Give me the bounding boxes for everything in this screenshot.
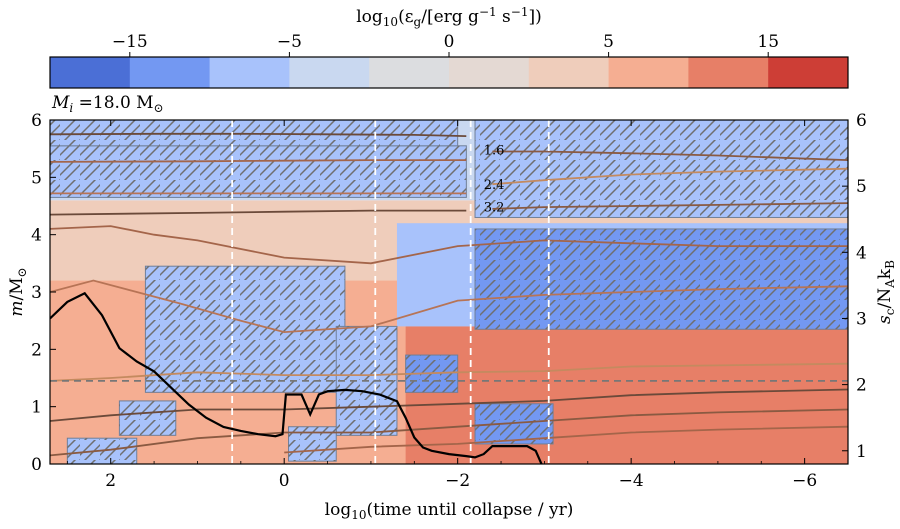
mass-contour-line [492, 150, 848, 161]
left-y-axis-label: m/M⊙ [7, 267, 29, 316]
y-right-tick-label: 5 [856, 177, 867, 197]
convective-hatch [145, 266, 345, 393]
x-tick-label: 0 [279, 471, 290, 491]
colorbar-bin [688, 57, 769, 88]
colorbar-ticks: −15 −5 0 5 15 [112, 32, 779, 57]
x-tick-label: −2 [445, 471, 470, 491]
plot-area: 1.6 2.4 3.2 [50, 120, 848, 464]
convective-hatch [475, 120, 848, 218]
mass-contour-line [50, 209, 467, 216]
colorbar-tick-label: 0 [444, 32, 455, 52]
colorbar-tick-label: 15 [757, 32, 779, 52]
convective-hatch [50, 120, 458, 146]
colorbar: −15 −5 0 5 15 log10(εg/[erg g−1 s−1]) [49, 5, 849, 89]
colorbar-tick-label: 5 [603, 32, 614, 52]
left-y-axis-ticks: 0 1 2 3 4 5 6 [31, 111, 56, 475]
initial-mass-label: Mi =18.0 M⊙ [51, 93, 164, 115]
reference-markers [50, 120, 848, 464]
colorbar-bin [129, 57, 211, 88]
mass-contour-line [284, 425, 848, 454]
y-right-tick-label: 4 [856, 243, 867, 263]
right-y-axis-ticks: 1 2 3 4 5 6 [842, 111, 867, 462]
convective-regions [50, 120, 848, 464]
colorbar-bin [369, 57, 450, 88]
colorbar-bin [768, 57, 849, 88]
colorbar-bin [289, 57, 370, 88]
y-left-tick-label: 2 [31, 340, 42, 360]
y-left-tick-label: 4 [31, 226, 42, 246]
mass-contour-line [50, 362, 848, 382]
y-right-tick-label: 1 [856, 442, 867, 462]
colorbar-tick-label: −5 [277, 32, 302, 52]
x-axis-ticks: 2 0 −2 −4 −6 [66, 120, 849, 491]
y-left-tick-label: 1 [31, 398, 42, 418]
y-left-tick-label: 0 [31, 455, 42, 475]
mass-contour-line [492, 167, 848, 186]
y-left-tick-label: 5 [31, 168, 42, 188]
colorbar-label: log10(εg/[erg g−1 s−1]) [356, 5, 542, 29]
contour-label: 2.4 [484, 178, 505, 193]
x-tick-label: −6 [792, 471, 817, 491]
colorbar-bin [528, 57, 610, 88]
y-right-tick-label: 6 [856, 111, 867, 131]
convective-hatch [119, 400, 176, 436]
mass-contour-line [50, 388, 848, 422]
colorbar-tick-label: −15 [112, 32, 148, 52]
colorbar-bin [50, 57, 131, 88]
convective-hatch [50, 145, 467, 198]
mass-contour-line [50, 225, 848, 265]
contour-label: 3.2 [484, 201, 505, 216]
y-left-tick-label: 3 [31, 283, 42, 303]
y-right-tick-label: 3 [856, 309, 867, 329]
mass-contour-line [50, 408, 848, 457]
y-left-tick-label: 6 [31, 111, 42, 131]
colorbar-bin [608, 57, 689, 88]
mass-contour-line [50, 132, 467, 137]
mass-contours [50, 132, 848, 457]
mass-contour-line [50, 279, 848, 334]
mass-contour-line [492, 202, 848, 210]
contour-label: 1.6 [484, 143, 505, 158]
colorbar-bin [209, 57, 290, 88]
colorbar-bins [50, 57, 849, 88]
right-y-axis-label: sc/NAkB [875, 260, 897, 324]
mass-contour-line [50, 159, 467, 163]
x-axis-label: log10(time until collapse / yr) [325, 500, 574, 522]
colorbar-bin [449, 57, 530, 88]
x-tick-label: −4 [619, 471, 644, 491]
x-tick-label: 2 [105, 471, 116, 491]
central-entropy-line [50, 291, 543, 464]
contour-labels: 1.6 2.4 3.2 [484, 143, 505, 215]
y-right-tick-label: 2 [856, 376, 867, 396]
